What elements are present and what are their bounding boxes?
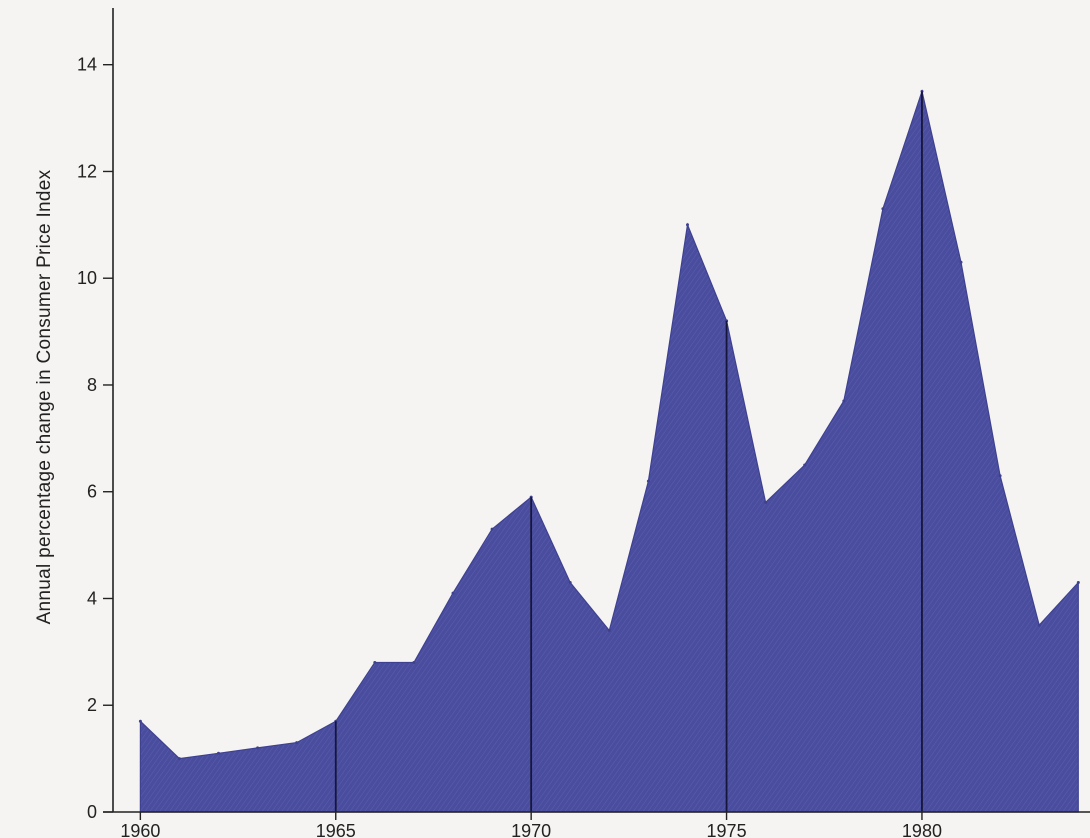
data-point-1981 [959, 260, 963, 264]
data-point-1964 [295, 741, 299, 745]
y-tick-label-12: 12 [77, 161, 97, 181]
data-point-1984 [1076, 581, 1080, 584]
x-tick-label-1965: 1965 [316, 821, 356, 838]
y-tick-label-4: 4 [87, 588, 97, 608]
y-axis-title: Annual percentage change in Consumer Pri… [34, 169, 55, 624]
x-tick-label-1980: 1980 [902, 821, 942, 838]
data-point-1978 [842, 399, 846, 403]
data-point-1977 [803, 463, 807, 467]
data-point-1967 [412, 661, 416, 664]
data-point-1963 [256, 746, 260, 750]
year-divider-lines [334, 91, 923, 812]
x-axis-ticks: 1960 1965 1970 1975 1980 [120, 812, 942, 838]
data-point-1973 [646, 479, 650, 483]
y-tick-label-10: 10 [77, 268, 97, 288]
y-axis-ticks: 0 2 4 6 8 10 12 14 [77, 55, 113, 822]
data-point-1969 [490, 527, 494, 531]
data-point-1961 [177, 757, 181, 761]
y-tick-label-6: 6 [87, 482, 97, 502]
x-tick-label-1970: 1970 [511, 821, 551, 838]
y-tick-label-8: 8 [87, 375, 97, 395]
data-point-1960 [138, 719, 142, 723]
data-point-1982 [998, 474, 1002, 478]
plot-area [138, 89, 1080, 813]
cpi-area [139, 89, 1079, 813]
data-point-1971 [568, 581, 572, 584]
data-point-1962 [217, 751, 220, 755]
data-point-1976 [764, 500, 768, 504]
x-tick-label-1975: 1975 [707, 821, 747, 838]
y-tick-label-0: 0 [87, 802, 97, 822]
data-point-1983 [1037, 623, 1041, 627]
axes [103, 8, 1090, 813]
y-tick-label-2: 2 [87, 695, 97, 715]
data-point-1979 [881, 207, 885, 211]
data-point-1966 [373, 661, 377, 664]
y-tick-label-14: 14 [77, 55, 97, 75]
data-point-1972 [607, 629, 611, 632]
data-point-1968 [451, 591, 455, 595]
data-point-1974 [686, 223, 689, 227]
x-tick-label-1960: 1960 [120, 821, 160, 838]
